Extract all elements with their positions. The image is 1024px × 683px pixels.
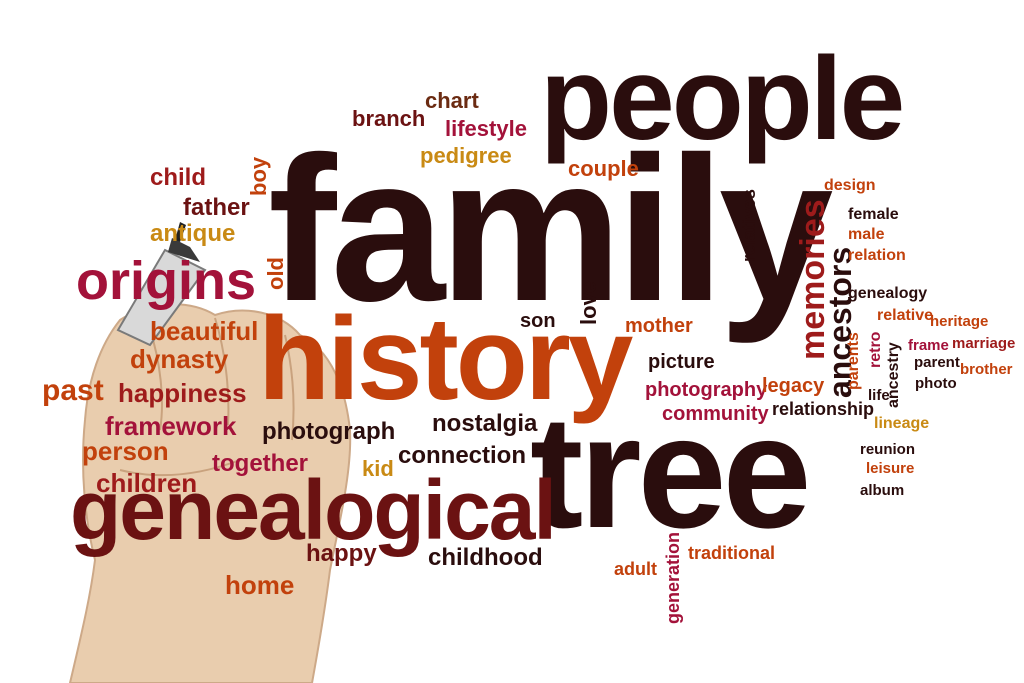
word-beautiful: beautiful <box>150 316 259 346</box>
word-father: father <box>183 194 250 221</box>
word-retro: retro <box>867 331 884 368</box>
word-photograph: photograph <box>262 418 396 445</box>
word-female: female <box>848 206 899 223</box>
word-family: family <box>268 114 833 344</box>
word-genealogical: genealogical <box>70 463 557 557</box>
word-old: old <box>263 257 288 290</box>
word-traditional: traditional <box>688 543 776 563</box>
word-frame: frame <box>908 337 949 354</box>
word-antique: antique <box>150 220 236 247</box>
word-child: child <box>150 164 207 191</box>
word-kid: kid <box>362 456 394 481</box>
word-relationship: relationship <box>772 399 875 419</box>
word-brother: brother <box>960 361 1013 378</box>
word-tree: tree <box>530 382 812 561</box>
word-happy: happy <box>306 540 377 567</box>
word-parent: parent <box>914 354 960 371</box>
word-lifestyle: lifestyle <box>445 116 527 141</box>
word-mother: mother <box>625 315 693 337</box>
word-boy: boy <box>246 156 271 196</box>
word-chart: chart <box>425 88 479 113</box>
word-photography: photography <box>645 379 768 401</box>
word-love: love <box>576 280 601 325</box>
word-nostalgia: nostalgia <box>432 410 538 437</box>
word-childhood: childhood <box>428 544 543 571</box>
word-legacy: legacy <box>762 375 825 397</box>
word-design: design <box>824 177 876 194</box>
word-lineage: lineage <box>874 415 930 432</box>
word-origins: origins <box>76 251 257 311</box>
word-community: community <box>662 403 769 425</box>
word-happiness: happiness <box>118 378 247 408</box>
word-couple: couple <box>568 156 639 181</box>
word-relatives: relatives <box>739 188 759 262</box>
word-relative: relative <box>877 307 934 324</box>
word-reunion: reunion <box>860 441 915 458</box>
word-photo: photo <box>915 375 957 392</box>
word-branch: branch <box>352 106 426 131</box>
word-leisure: leisure <box>866 460 915 477</box>
word-framework: framework <box>105 411 237 441</box>
word-children: children <box>96 468 198 498</box>
word-home: home <box>225 570 295 600</box>
word-past: past <box>42 374 104 407</box>
word-generation: generation <box>663 531 683 624</box>
word-parents: parents <box>845 332 862 390</box>
word-pedigree: pedigree <box>420 143 512 168</box>
word-connection: connection <box>398 442 527 469</box>
word-adult: adult <box>614 559 657 579</box>
word-album: album <box>860 482 905 499</box>
word-history: history <box>258 293 633 425</box>
marker-pen <box>116 222 207 347</box>
word-life: life <box>868 387 890 404</box>
word-heritage: heritage <box>930 313 989 330</box>
hand <box>68 303 352 683</box>
word-son: son <box>520 310 556 332</box>
word-genealogy: genealogy <box>848 285 928 302</box>
word-dynasty: dynasty <box>130 344 229 374</box>
word-person: person <box>82 436 169 466</box>
word-male: male <box>848 226 885 243</box>
word-picture: picture <box>648 351 715 373</box>
word-people: people <box>540 33 905 165</box>
word-together: together <box>212 450 308 477</box>
word-relation: relation <box>848 247 906 264</box>
word-marriage: marriage <box>952 335 1016 352</box>
